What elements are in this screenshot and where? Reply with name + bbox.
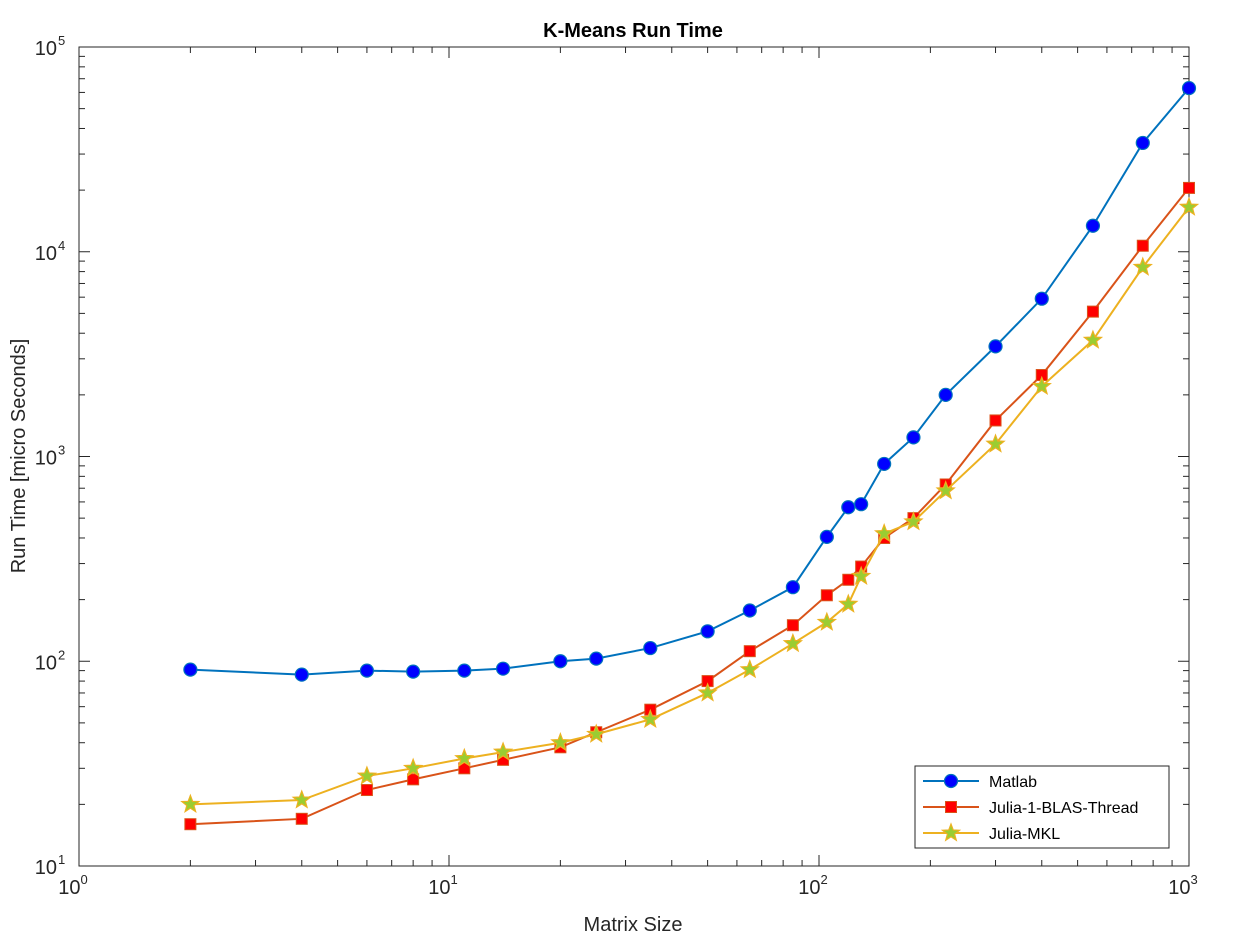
data-point-julia-mkl [1031,375,1052,396]
data-point-matlab [495,661,511,676]
data-point-julia-mkl [550,732,571,752]
data-point-julia-mkl [816,611,838,631]
legend-label-julia-1-blas-thread: Julia-1-BLAS-Thread [989,800,1138,817]
y-tick-exponent: 1 [58,852,65,867]
series-layer [180,80,1200,831]
x-axis-label: Matrix Size [584,914,683,936]
data-point-matlab [877,456,892,472]
data-point-julia-mkl [1132,256,1153,276]
data-point-matlab [183,662,198,677]
y-tick-label: 10 [35,857,57,879]
data-point-julia-mkl [586,723,607,743]
plot-box [78,46,1190,867]
data-point-julia-mkl [838,593,859,613]
y-tick-label: 10 [35,652,57,674]
data-point-matlab [294,667,309,682]
data-point-julia-mkl [492,741,514,761]
data-point-matlab [1135,135,1150,151]
legend-marker-matlab [943,773,959,789]
legend-label-julia-mkl: Julia-MKL [989,826,1060,843]
data-point-julia-mkl [873,522,895,543]
data-point-julia-1-blas-thread [842,573,855,586]
series-julia-1-blas-thread [184,181,1195,831]
data-point-matlab [841,500,856,515]
data-point-matlab [589,651,604,666]
data-point-matlab [854,497,869,512]
data-point-matlab [988,339,1003,354]
y-tick-exponent: 5 [58,33,65,48]
legend: Matlab Julia-1-BLAS-Thread Julia-MKL [914,765,1170,849]
data-point-julia-1-blas-thread [786,619,799,632]
series-line-julia-1-blas-thread [190,187,1190,826]
data-point-matlab [457,663,472,678]
data-point-julia-mkl [903,511,924,531]
data-point-julia-1-blas-thread [743,645,756,658]
legend-label-matlab: Matlab [989,774,1037,791]
data-point-matlab [1034,291,1049,306]
data-point-matlab [742,603,757,618]
x-tick-label: 103 [1168,872,1197,899]
data-point-julia-mkl [180,793,201,814]
data-point-julia-mkl [1178,196,1200,216]
series-matlab [183,80,1197,682]
data-point-julia-1-blas-thread [1183,181,1195,194]
data-point-julia-mkl [850,565,872,585]
y-axis-label: Run Time [micro Seconds] [8,339,30,574]
data-point-julia-mkl [935,480,956,500]
data-point-matlab [406,664,421,679]
x-tick-label: 100 [58,872,87,899]
y-tick-exponent: 4 [58,238,65,253]
data-point-julia-mkl [697,682,718,702]
data-point-julia-mkl [402,757,424,777]
data-point-julia-mkl [356,765,378,785]
data-point-matlab [906,430,921,445]
data-point-julia-1-blas-thread [295,812,308,825]
data-point-julia-mkl [739,658,760,679]
x-tick-label: 102 [798,872,827,899]
legend-marker-julia-1-blas-thread [945,801,957,813]
data-point-julia-mkl [1082,329,1104,349]
series-line-matlab [190,87,1190,676]
data-point-matlab [1085,218,1101,233]
data-point-julia-1-blas-thread [184,818,197,831]
data-point-julia-1-blas-thread [407,773,420,786]
data-point-julia-mkl [782,632,804,653]
y-tick-label: 10 [35,38,57,60]
y-tick-label: 10 [35,448,57,470]
data-point-matlab [700,624,715,639]
data-point-matlab [359,663,375,678]
legend-marker-julia-mkl [940,822,962,842]
data-point-julia-1-blas-thread [820,589,833,602]
data-point-matlab [643,640,658,656]
data-point-julia-1-blas-thread [360,784,373,797]
data-point-julia-1-blas-thread [1136,239,1149,252]
y-tick-exponent: 3 [58,443,65,458]
x-tick-label: 101 [428,872,457,899]
series-julia-mkl [180,196,1200,814]
data-point-matlab [553,654,568,669]
data-point-julia-mkl [454,747,475,768]
y-tick-exponent: 2 [58,647,65,662]
y-tick-label: 10 [35,243,57,265]
data-point-matlab [1181,80,1197,96]
data-point-julia-1-blas-thread [1086,305,1099,318]
chart-title: K-Means Run Time [543,20,723,42]
data-point-julia-mkl [985,433,1006,453]
data-point-matlab [785,580,800,595]
data-point-matlab [938,387,953,402]
data-point-julia-mkl [291,789,312,809]
data-point-julia-mkl [640,708,661,729]
data-point-matlab [819,529,834,544]
data-point-julia-1-blas-thread [989,414,1002,427]
